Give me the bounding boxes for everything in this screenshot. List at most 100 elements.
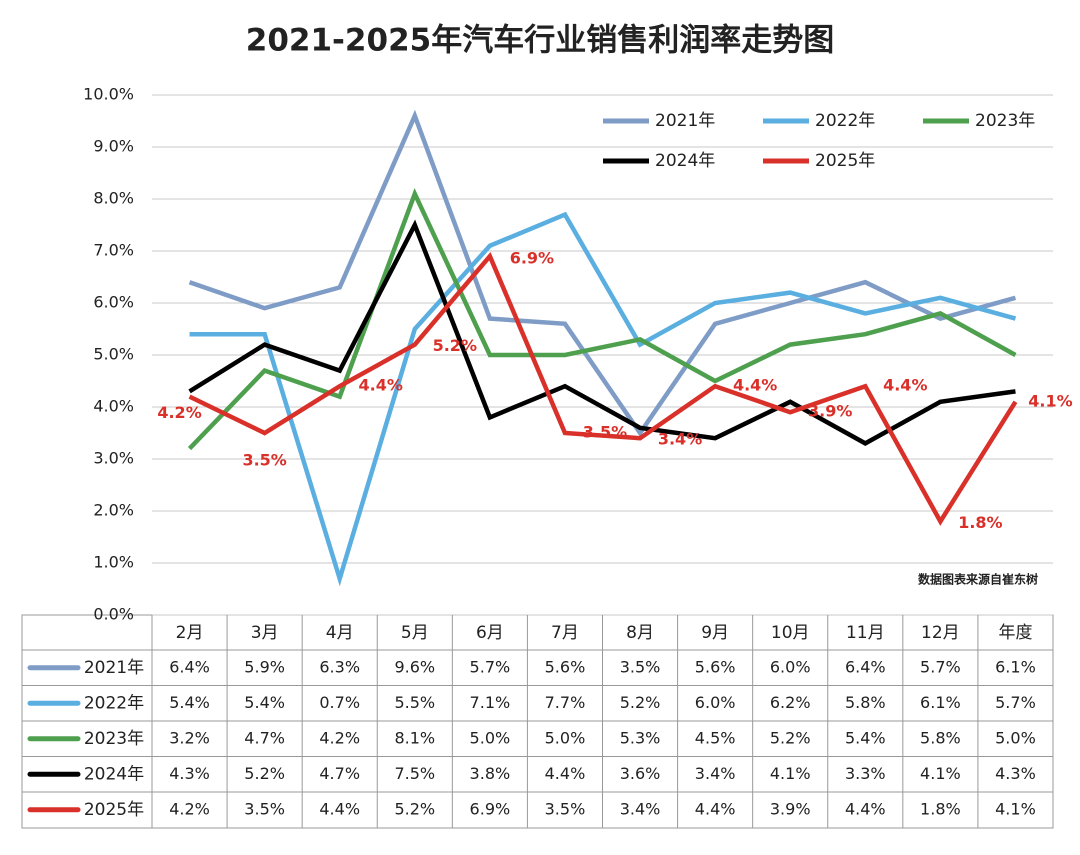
table-cell: 3.9% <box>770 799 811 818</box>
series-line <box>187 187 1017 451</box>
table-cell: 6.0% <box>695 693 736 712</box>
table-cell: 6.4% <box>169 657 210 676</box>
data-label: 6.9% <box>510 249 554 268</box>
table-cell: 6.2% <box>770 693 811 712</box>
column-header: 3月 <box>251 623 279 643</box>
table-cell: 5.0% <box>995 728 1036 747</box>
data-label: 5.2% <box>433 336 477 355</box>
table-cell: 3.4% <box>620 799 661 818</box>
table-cell: 5.7% <box>995 693 1036 712</box>
column-header: 7月 <box>551 623 579 643</box>
table-cell: 7.7% <box>545 693 586 712</box>
table-cell: 4.2% <box>169 799 210 818</box>
data-label: 3.5% <box>242 451 286 470</box>
y-tick-label: 6.0% <box>93 293 134 312</box>
y-tick-label: 8.0% <box>93 189 134 208</box>
table-cell: 5.3% <box>620 728 661 747</box>
table-cell: 5.9% <box>244 657 285 676</box>
table-cell: 4.7% <box>319 764 360 783</box>
column-header: 9月 <box>701 623 729 643</box>
table-cell: 5.6% <box>695 657 736 676</box>
table-cell: 4.4% <box>545 764 586 783</box>
table-cell: 6.1% <box>995 657 1036 676</box>
column-header: 6月 <box>476 623 504 643</box>
table-cell: 6.4% <box>845 657 886 676</box>
row-header: 2024年 <box>84 764 144 784</box>
data-label: 4.4% <box>733 376 777 395</box>
data-label: 3.5% <box>583 423 627 442</box>
data-label: 4.4% <box>883 376 927 395</box>
table-cell: 7.5% <box>394 764 435 783</box>
table-cell: 4.1% <box>920 764 961 783</box>
table-cell: 5.6% <box>545 657 586 676</box>
y-tick-label: 4.0% <box>93 397 134 416</box>
table-cell: 5.7% <box>920 657 961 676</box>
data-label: 4.4% <box>359 376 403 395</box>
data-label: 3.9% <box>808 402 852 421</box>
table-cell: 5.4% <box>244 693 285 712</box>
source-note: 数据图表来源自崔东树 <box>918 572 1038 587</box>
table-cell: 0.7% <box>319 693 360 712</box>
table-cell: 4.3% <box>169 764 210 783</box>
table-cell: 4.5% <box>695 728 736 747</box>
table-cell: 5.0% <box>545 728 586 747</box>
y-tick-label: 0.0% <box>93 605 134 624</box>
column-header: 11月 <box>846 623 885 643</box>
series-line <box>188 251 1018 526</box>
row-header: 2022年 <box>84 693 144 713</box>
table-cell: 4.7% <box>244 728 285 747</box>
table-cell: 7.1% <box>470 693 511 712</box>
table-cell: 3.3% <box>845 764 886 783</box>
legend-label: 2021年 <box>655 111 715 131</box>
table-cell: 5.4% <box>845 728 886 747</box>
y-tick-label: 2.0% <box>93 501 134 520</box>
table-cell: 4.4% <box>319 799 360 818</box>
series-line <box>188 109 1017 437</box>
table-cell: 3.4% <box>695 764 736 783</box>
column-header: 12月 <box>921 623 960 643</box>
table-cell: 3.8% <box>470 764 511 783</box>
table-cell: 5.4% <box>169 693 210 712</box>
column-header: 2月 <box>176 623 204 643</box>
table-cell: 8.1% <box>394 728 435 747</box>
table-cell: 6.3% <box>319 657 360 676</box>
table-cell: 5.2% <box>770 728 811 747</box>
y-tick-label: 1.0% <box>93 553 134 572</box>
table-cell: 3.6% <box>620 764 661 783</box>
legend-label: 2024年 <box>655 151 715 171</box>
table-cell: 6.1% <box>920 693 961 712</box>
table-cell: 3.5% <box>244 799 285 818</box>
table-cell: 1.8% <box>920 799 961 818</box>
legend-label: 2025年 <box>815 151 875 171</box>
column-header: 8月 <box>626 623 654 643</box>
row-header: 2025年 <box>84 800 144 820</box>
row-header: 2021年 <box>84 658 144 678</box>
table-cell: 5.0% <box>470 728 511 747</box>
table-cell: 6.9% <box>470 799 511 818</box>
column-header: 年度 <box>998 623 1032 643</box>
column-header: 5月 <box>401 623 429 643</box>
y-tick-label: 5.0% <box>93 345 134 364</box>
y-tick-label: 10.0% <box>83 85 134 104</box>
row-header: 2023年 <box>84 729 144 749</box>
table-cell: 5.7% <box>470 657 511 676</box>
table-cell: 5.5% <box>394 693 435 712</box>
table-cell: 5.8% <box>920 728 961 747</box>
table-cell: 5.2% <box>620 693 661 712</box>
table-cell: 3.2% <box>169 728 210 747</box>
table-cell: 4.4% <box>695 799 736 818</box>
data-label: 4.2% <box>157 403 201 422</box>
table-cell: 3.5% <box>545 799 586 818</box>
chart-title: 2021-2025年汽车行业销售利润率走势图 <box>246 23 834 59</box>
table-cell: 5.2% <box>244 764 285 783</box>
table-cell: 9.6% <box>394 657 435 676</box>
series-line <box>188 219 1016 446</box>
series-line <box>189 211 1017 587</box>
table-cell: 4.1% <box>770 764 811 783</box>
table-cell: 4.3% <box>995 764 1036 783</box>
column-header: 4月 <box>326 623 354 643</box>
data-label: 4.1% <box>1028 391 1072 410</box>
data-label: 1.8% <box>958 513 1002 532</box>
table-cell: 4.1% <box>995 799 1036 818</box>
